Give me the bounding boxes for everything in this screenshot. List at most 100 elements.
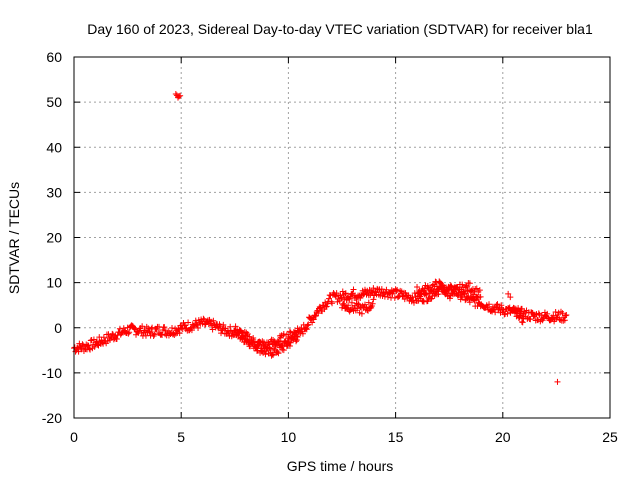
data-point: [286, 342, 293, 349]
data-point: [262, 351, 269, 358]
data-point: [293, 332, 300, 339]
data-point: [494, 301, 501, 308]
data-point: [347, 293, 354, 300]
data-point: [227, 323, 234, 330]
y-tick-label: 60: [46, 49, 62, 65]
data-point: [195, 324, 202, 331]
data-point: [275, 338, 282, 345]
data-point: [113, 336, 120, 343]
data-point: [504, 310, 511, 317]
data-point: [486, 301, 493, 308]
y-tick-label: 50: [46, 94, 62, 110]
data-point: [463, 283, 470, 290]
data-point: [520, 310, 527, 317]
y-tick-label: 20: [46, 230, 62, 246]
data-point: [365, 299, 372, 306]
data-point: [304, 322, 311, 329]
data-point: [100, 334, 107, 341]
data-point: [146, 329, 153, 336]
data-point: [284, 338, 291, 345]
data-point: [161, 324, 168, 331]
data-point: [276, 337, 283, 344]
data-point: [563, 312, 570, 319]
data-point: [120, 325, 127, 332]
data-point: [109, 330, 116, 337]
data-point: [323, 303, 330, 310]
y-tick-label: 0: [54, 320, 62, 336]
x-tick-label: 0: [70, 429, 78, 445]
data-point: [420, 298, 427, 305]
data-point: [91, 343, 98, 350]
data-point: [466, 280, 473, 287]
data-point: [427, 296, 434, 303]
x-tick-label: 25: [602, 429, 618, 445]
data-point: [447, 282, 454, 289]
data-point: [446, 295, 453, 302]
data-point: [394, 286, 401, 293]
data-point: [389, 290, 396, 297]
grid-lines: [74, 57, 610, 418]
data-point: [280, 347, 287, 354]
x-tick-label: 10: [281, 429, 297, 445]
data-point: [131, 325, 138, 332]
data-point: [466, 299, 473, 306]
data-point: [192, 317, 199, 324]
data-point: [139, 323, 146, 330]
data-point: [243, 329, 250, 336]
data-point: [450, 288, 457, 295]
data-point: [322, 303, 329, 310]
y-tick-label: -20: [42, 410, 62, 426]
data-point: [250, 338, 257, 345]
data-point: [181, 321, 188, 328]
data-point: [394, 294, 401, 301]
data-point: [84, 342, 91, 349]
data-point: [209, 326, 216, 333]
data-point: [232, 323, 239, 330]
data-point: [246, 333, 253, 340]
data-point: [439, 282, 446, 289]
data-point: [85, 342, 92, 349]
data-point: [492, 309, 499, 316]
data-point: [325, 295, 332, 302]
data-point: [461, 290, 468, 297]
data-point: [561, 317, 568, 324]
data-point: [527, 316, 534, 323]
data-point: [473, 285, 480, 292]
data-point: [345, 302, 352, 309]
data-point: [273, 341, 280, 348]
x-tick-label: 15: [388, 429, 404, 445]
data-point: [544, 310, 551, 317]
data-point: [280, 330, 287, 337]
data-point: [87, 337, 94, 344]
data-point: [562, 312, 569, 319]
data-point: [355, 300, 362, 307]
data-point: [430, 287, 437, 294]
outlier-point: [172, 91, 179, 98]
data-point: [350, 286, 357, 293]
data-point: [401, 296, 408, 303]
data-point: [93, 338, 100, 345]
data-point: [75, 348, 82, 355]
data-point: [370, 285, 377, 292]
data-point: [414, 284, 421, 291]
y-tick-label: 40: [46, 139, 62, 155]
data-point: [417, 291, 424, 298]
outlier-point: [507, 294, 514, 301]
data-point: [428, 295, 435, 302]
data-point: [188, 327, 195, 334]
x-tick-label: 20: [495, 429, 511, 445]
data-point: [315, 310, 322, 317]
data-point: [285, 334, 292, 341]
chart-title: Day 160 of 2023, Sidereal Day-to-day VTE…: [87, 21, 593, 37]
data-point: [434, 286, 441, 293]
data-point: [270, 351, 277, 358]
data-point: [535, 310, 542, 317]
data-point: [459, 281, 466, 288]
y-tick-label: 10: [46, 275, 62, 291]
data-point: [269, 351, 276, 358]
data-point: [176, 330, 183, 337]
x-axis-label: GPS time / hours: [287, 458, 394, 474]
data-point: [125, 330, 132, 337]
data-point: [149, 324, 156, 331]
plot-frame: [73, 56, 611, 419]
